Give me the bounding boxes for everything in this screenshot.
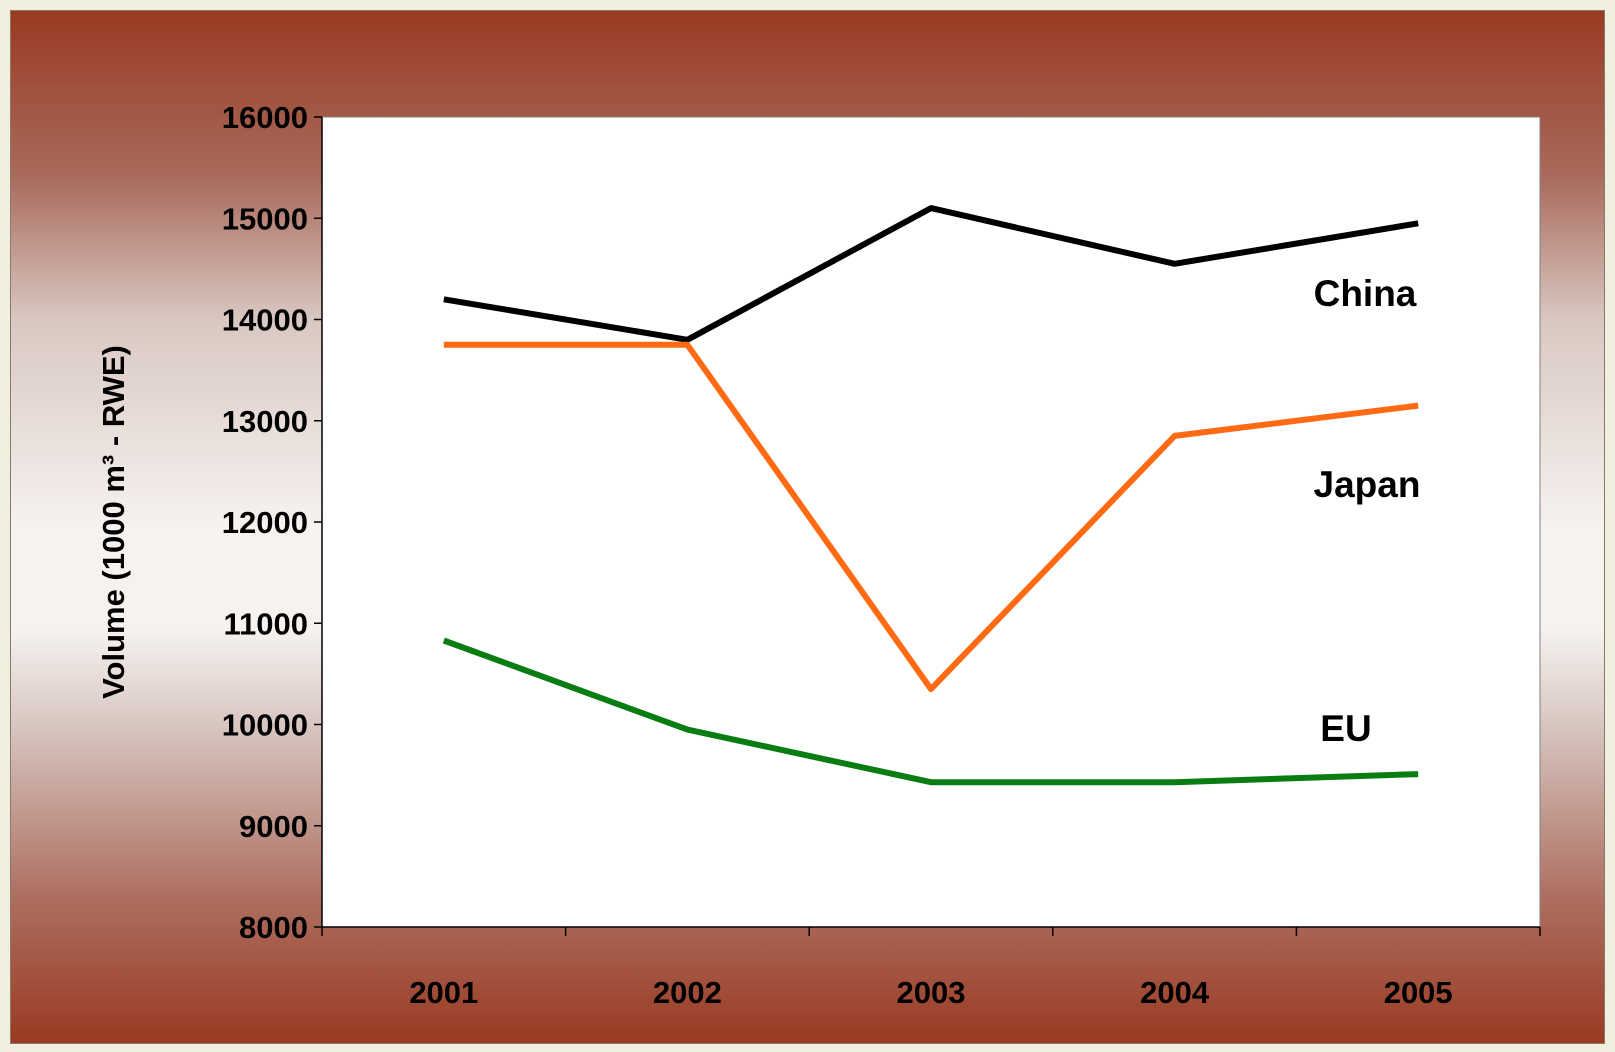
- x-tick-label: 2005: [1384, 975, 1453, 1010]
- y-tick-label: 9000: [239, 809, 308, 844]
- y-tick-label: 13000: [222, 404, 308, 439]
- y-tick-label: 11000: [224, 606, 309, 641]
- y-tick-label: 16000: [222, 100, 308, 135]
- x-tick-label: 2004: [1140, 975, 1210, 1010]
- plot-area: [321, 116, 1541, 928]
- x-tick-label: 2003: [897, 975, 966, 1010]
- series-line-eu: [442, 637, 1419, 786]
- x-tick-label: 2002: [653, 975, 722, 1010]
- series-label-japan: Japan: [1314, 464, 1421, 505]
- series-label-china: China: [1314, 273, 1417, 314]
- y-tick-label: 10000: [222, 708, 308, 743]
- series-line-japan: [443, 341, 1419, 693]
- y-axis-title: Volume (1000 m³ - RWE): [96, 345, 131, 699]
- y-tick-label: 12000: [222, 505, 308, 540]
- y-tick-label: 15000: [222, 201, 308, 236]
- x-tick-label: 2001: [409, 975, 478, 1010]
- y-tick-label: 8000: [239, 910, 308, 945]
- series-label-eu: EU: [1320, 708, 1371, 749]
- y-tick-label: 14000: [222, 303, 308, 338]
- series-line-china: [443, 205, 1419, 343]
